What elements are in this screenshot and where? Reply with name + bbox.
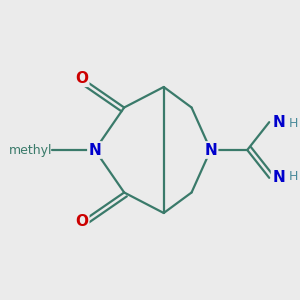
Text: N: N <box>204 142 217 158</box>
Text: N: N <box>272 115 285 130</box>
Text: methyl: methyl <box>9 143 52 157</box>
Text: N: N <box>88 142 101 158</box>
Text: H: H <box>288 117 298 130</box>
Text: O: O <box>75 71 88 86</box>
Text: H: H <box>288 170 298 183</box>
Text: N: N <box>272 170 285 185</box>
Text: O: O <box>75 214 88 229</box>
